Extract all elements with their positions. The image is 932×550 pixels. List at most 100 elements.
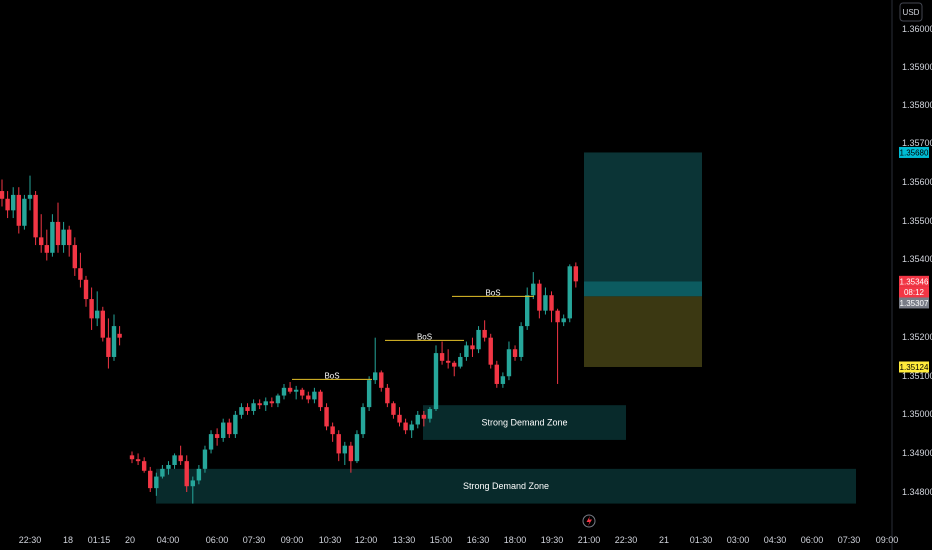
candle — [117, 326, 122, 346]
candle — [61, 221, 66, 253]
candle — [141, 457, 147, 473]
candle — [166, 461, 171, 475]
x-tick-label: 04:30 — [764, 535, 787, 545]
demand-zone-label: Strong Demand Zone — [481, 418, 567, 428]
candle — [360, 403, 366, 438]
x-tick-label: 01:30 — [690, 535, 713, 545]
x-tick-label: 07:30 — [243, 535, 266, 545]
candle — [106, 318, 111, 369]
candle — [403, 418, 408, 435]
entry-band — [584, 281, 702, 297]
candle — [318, 389, 323, 411]
candle — [227, 418, 232, 438]
target-zone — [584, 152, 702, 282]
candle — [221, 418, 226, 442]
stop-zone — [584, 296, 702, 367]
x-tick-label: 16:30 — [467, 535, 490, 545]
price-tag: 08:12 — [899, 286, 929, 298]
candle — [300, 387, 305, 400]
candles-layer — [0, 175, 579, 504]
candle — [476, 326, 481, 354]
candle — [83, 275, 89, 307]
currency-label: USD — [903, 8, 920, 17]
candle — [160, 464, 165, 479]
candle — [11, 187, 16, 219]
candle — [312, 387, 317, 404]
candle — [208, 430, 214, 454]
candle — [518, 322, 524, 361]
candle — [366, 376, 372, 411]
candle — [330, 422, 335, 442]
currency-button[interactable]: USD — [899, 2, 923, 22]
svg-text:1.35346: 1.35346 — [900, 277, 929, 286]
candle — [5, 191, 10, 219]
price-scale[interactable]: 1.36000 1.35900 1.35800 1.35700 1.35600 1.355… — [902, 24, 932, 497]
x-tick-label: 06:00 — [801, 535, 824, 545]
candle — [196, 464, 202, 485]
x-tick-label: 07:30 — [838, 535, 861, 545]
candle — [342, 441, 347, 465]
demand-zone — [156, 468, 856, 504]
bos-label: BoS — [485, 288, 500, 297]
x-tick-label: 12:00 — [355, 535, 378, 545]
candle — [561, 314, 566, 327]
svg-text:08:12: 08:12 — [904, 288, 925, 297]
candle — [214, 428, 220, 446]
candle — [22, 194, 27, 230]
candle — [512, 345, 518, 361]
candle — [385, 383, 390, 408]
candle — [452, 360, 457, 377]
candle — [269, 397, 275, 408]
candle — [39, 214, 44, 253]
x-tick-label: 15:00 — [430, 535, 453, 545]
lightning-icon[interactable] — [582, 514, 596, 528]
candle — [89, 287, 94, 330]
candle — [287, 382, 293, 394]
price-tag: 1.35680 — [899, 146, 929, 158]
candle — [439, 341, 445, 365]
candle — [148, 466, 153, 492]
candle — [458, 353, 463, 369]
candle — [275, 393, 281, 408]
candle — [129, 451, 135, 464]
candle — [525, 287, 530, 330]
candle — [154, 472, 159, 496]
candle — [95, 291, 100, 327]
candle — [543, 287, 548, 315]
y-tick-label: 1.35800 — [902, 100, 932, 110]
candle — [100, 306, 105, 342]
bos-label: BoS — [417, 332, 432, 341]
y-tick-label: 1.36000 — [902, 24, 932, 34]
candle — [373, 337, 378, 384]
candle — [445, 349, 451, 369]
candle — [135, 453, 141, 465]
candle — [482, 320, 487, 342]
y-tick-label: 1.35600 — [902, 177, 932, 187]
candle — [415, 410, 420, 429]
y-tick-label: 1.34800 — [902, 487, 932, 497]
x-tick-label: 09:00 — [876, 535, 899, 545]
x-tick-label: 06:00 — [206, 535, 229, 545]
price-tag: 1.35307 — [899, 297, 929, 309]
time-scale[interactable]: 22:30 18 01:15 20 04:00 06:00 07:30 09:00 10:30 1… — [19, 535, 899, 545]
x-tick-label: 04:00 — [157, 535, 180, 545]
price-tag: 1.35124 — [899, 361, 929, 373]
candle — [0, 179, 5, 207]
price-tags: 1.35680 1.35346 08:12 1.35307 1.35124 — [899, 146, 929, 373]
candle — [178, 445, 183, 465]
candle — [409, 420, 414, 438]
candle — [33, 191, 38, 246]
candle — [567, 264, 572, 323]
candle — [306, 391, 311, 404]
candle — [433, 345, 439, 411]
candle — [190, 476, 195, 504]
bos-layer: BoS BoS BoS — [292, 288, 534, 380]
candle — [324, 403, 329, 431]
y-tick-label: 1.35400 — [902, 254, 932, 264]
candle — [421, 410, 427, 427]
candle — [172, 453, 177, 469]
y-tick-label: 1.35500 — [902, 216, 932, 226]
candle — [348, 441, 354, 473]
candle — [470, 337, 475, 357]
